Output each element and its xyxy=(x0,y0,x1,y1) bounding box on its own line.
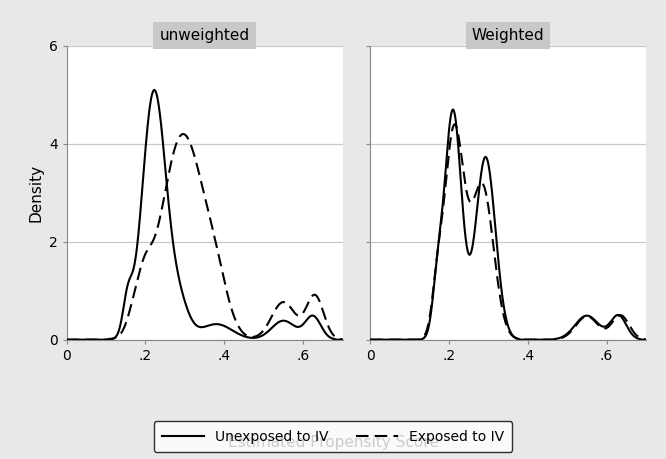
Title: unweighted: unweighted xyxy=(159,28,250,43)
Text: Estimated Propensity Score: Estimated Propensity Score xyxy=(228,435,438,450)
Y-axis label: Density: Density xyxy=(28,164,43,222)
Title: Weighted: Weighted xyxy=(472,28,544,43)
Legend: Unexposed to IV, Exposed to IV: Unexposed to IV, Exposed to IV xyxy=(154,421,512,452)
